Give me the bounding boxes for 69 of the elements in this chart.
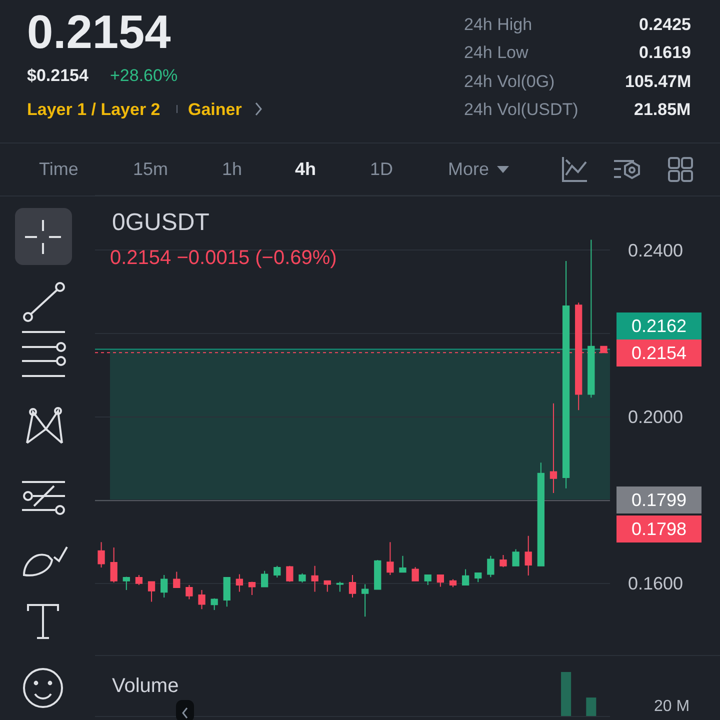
- candlestick: [399, 555, 406, 573]
- text: 15m: [133, 159, 168, 179]
- y-tick-label: 0.1600: [628, 574, 684, 594]
- candlestick: [462, 568, 470, 586]
- candlestick: [374, 560, 382, 590]
- text: 20 M: [654, 698, 690, 715]
- candlestick: [361, 584, 369, 618]
- candlestick: [311, 565, 318, 592]
- candlestick: [412, 566, 419, 582]
- candlestick: [160, 574, 168, 598]
- candlestick: [148, 580, 156, 602]
- candlestick: [236, 574, 244, 592]
- text: 0GUSDT: [112, 209, 210, 236]
- candlestick: [449, 578, 457, 588]
- candlestick: [550, 402, 558, 494]
- candlestick: [537, 462, 544, 566]
- candlestick: [248, 581, 256, 596]
- text: Layer 1 / Layer 2: [27, 100, 160, 119]
- text: 24h Vol(0G): [464, 72, 555, 91]
- text: 105.47M: [625, 72, 692, 91]
- text: 0.1619: [639, 43, 691, 62]
- text: 0.2425: [639, 15, 691, 34]
- candlestick: [500, 554, 507, 568]
- ref-line-label: 0.2162: [631, 316, 687, 336]
- text: $0.2154: [27, 66, 89, 85]
- candlestick: [110, 547, 118, 584]
- text: More: [448, 159, 490, 179]
- text: Time: [39, 159, 78, 179]
- text: Gainer: [188, 100, 242, 119]
- candlestick: [424, 574, 432, 586]
- candlestick: [198, 590, 206, 610]
- candlestick: [98, 542, 105, 568]
- candlestick: [210, 598, 218, 611]
- text: 24h Low: [464, 43, 529, 62]
- text: 24h High: [464, 15, 532, 34]
- candlestick: [588, 239, 595, 398]
- candlestick: [286, 565, 294, 582]
- candlestick: [524, 535, 532, 576]
- y-tick-label: 0.2400: [628, 240, 684, 260]
- text: 0.2154: [27, 5, 171, 58]
- candlestick: [223, 576, 230, 608]
- text: 0.2154 −0.0015 (−0.69%): [110, 247, 337, 269]
- candlestick: [386, 542, 394, 576]
- ref-line-label: 0.1799: [631, 490, 687, 510]
- text: +28.60%: [110, 66, 178, 85]
- text: 0.1798: [631, 519, 687, 539]
- text: 24h Vol(USDT): [464, 100, 578, 119]
- candlestick: [512, 548, 520, 566]
- text: 1h: [222, 159, 242, 179]
- candlestick: [487, 555, 494, 578]
- candlestick: [436, 574, 444, 588]
- candlestick: [135, 574, 143, 586]
- text: 4h: [295, 159, 316, 179]
- chart-title: Volume: [112, 675, 179, 697]
- candlestick: [173, 571, 180, 588]
- candlestick: [324, 580, 331, 592]
- text: 1D: [370, 159, 394, 179]
- candlestick: [274, 565, 281, 578]
- y-tick-label: 0.2000: [628, 407, 684, 428]
- candlestick: [261, 570, 268, 588]
- candlestick: [474, 572, 482, 583]
- text: 21.85M: [634, 100, 691, 119]
- candlestick: [186, 584, 193, 600]
- candlestick: [562, 260, 570, 489]
- candlestick: [336, 581, 344, 592]
- candlestick: [298, 572, 306, 584]
- candlestick: [122, 576, 130, 591]
- ref-line-label: 0.2154: [631, 343, 687, 363]
- candlestick: [348, 574, 356, 598]
